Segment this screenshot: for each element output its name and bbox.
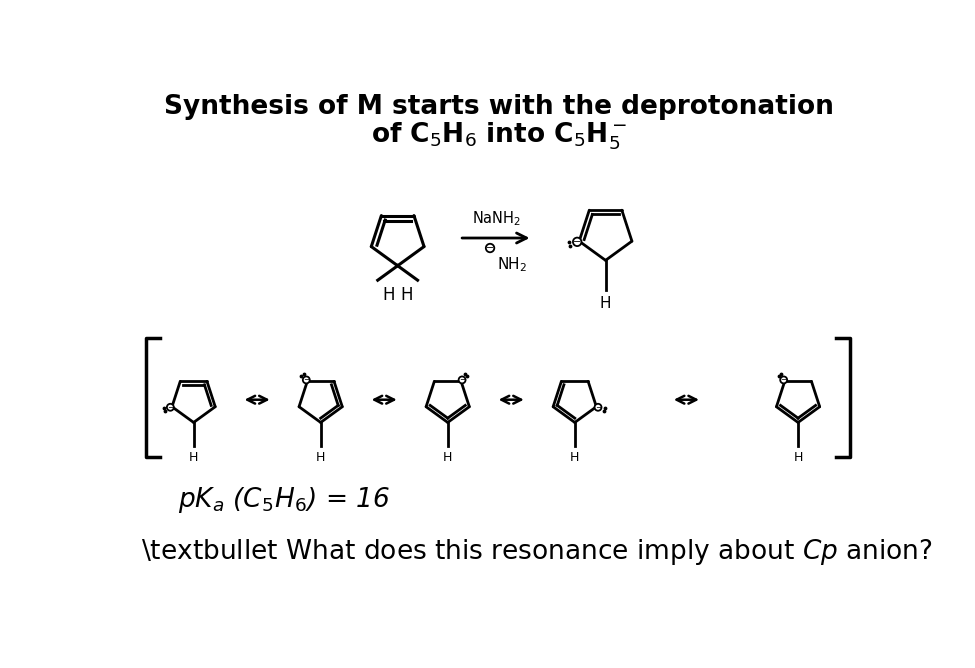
Text: NaNH$_2$: NaNH$_2$ [472,209,521,228]
Text: of C$_5$H$_6$ into C$_5$H$_5^-$: of C$_5$H$_6$ into C$_5$H$_5^-$ [371,120,628,152]
Circle shape [595,403,602,411]
Circle shape [780,377,787,383]
Text: p$K_a$ (C$_5$H$_6$) = 16: p$K_a$ (C$_5$H$_6$) = 16 [178,485,390,515]
Text: −: − [573,237,581,247]
Circle shape [458,377,466,383]
Text: −: − [780,375,787,384]
Text: NH$_2$: NH$_2$ [497,256,527,275]
Circle shape [486,244,494,253]
Text: \textbullet What does this resonance imply about $\it{Cp}$ anion?: \textbullet What does this resonance imp… [141,537,933,566]
Text: −: − [167,403,174,411]
Text: Synthesis of M starts with the deprotonation: Synthesis of M starts with the deprotona… [165,94,835,120]
Text: H: H [443,452,452,464]
Text: −: − [486,243,494,253]
Text: H: H [189,452,198,464]
Text: −: − [458,375,465,384]
Text: H: H [382,287,395,305]
Circle shape [303,377,310,383]
Text: −: − [303,375,310,384]
Text: −: − [595,403,602,411]
Circle shape [167,403,174,411]
Text: H: H [316,452,326,464]
Text: H: H [401,287,413,305]
Circle shape [573,238,581,246]
Text: H: H [570,452,579,464]
Text: H: H [600,296,611,311]
Text: H: H [794,452,802,464]
